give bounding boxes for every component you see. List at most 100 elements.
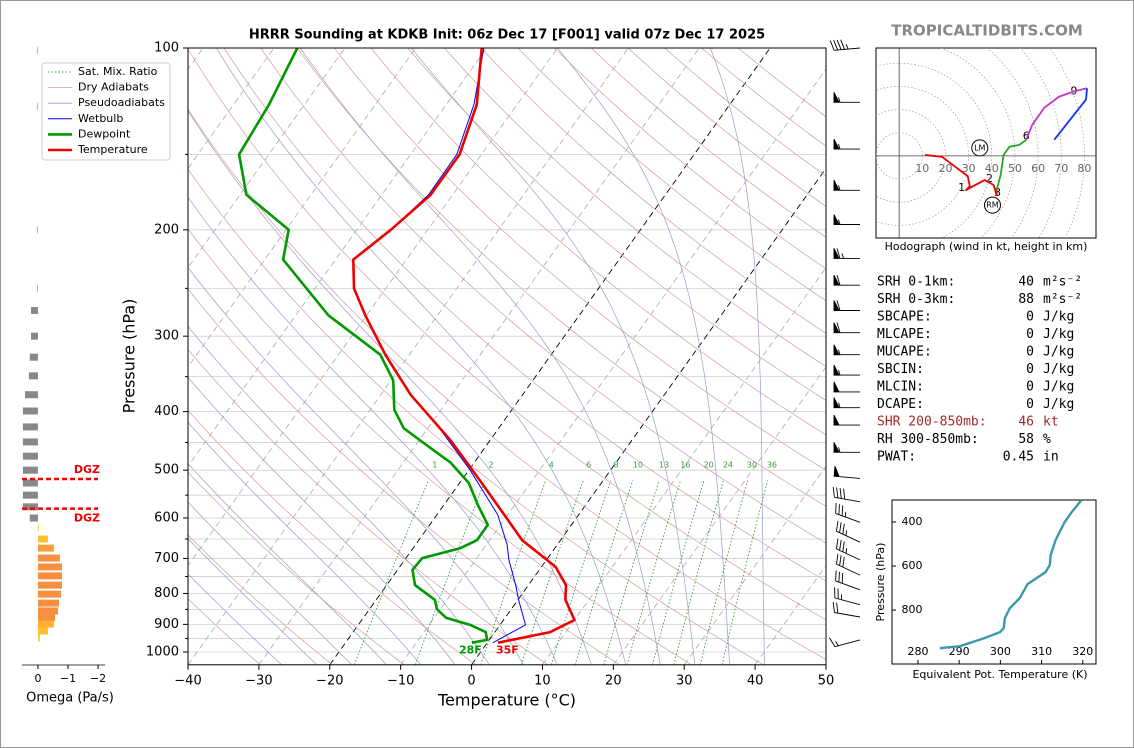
mixing-ratio-label: 6 bbox=[586, 460, 591, 469]
omega-bar bbox=[22, 407, 38, 415]
param-value: 40 bbox=[1018, 275, 1034, 290]
wind-barb bbox=[833, 248, 860, 259]
param-unit: % bbox=[1043, 432, 1051, 447]
omega-bar bbox=[22, 423, 38, 431]
param-unit: J/kg bbox=[1043, 327, 1074, 342]
param-value: 0 bbox=[1026, 380, 1034, 395]
mixing-ratio-label: 2 bbox=[488, 460, 493, 469]
pseudoadiabat bbox=[188, 196, 558, 665]
theta-e-x-tick-label: 290 bbox=[949, 645, 970, 658]
theta-e-x-tick-label: 280 bbox=[907, 645, 928, 658]
omega-bar bbox=[31, 306, 38, 314]
mixing-ratio-line bbox=[414, 480, 486, 665]
dry-adiabat bbox=[188, 598, 261, 665]
hodo-ring bbox=[1049, 48, 1085, 238]
hodograph-plot bbox=[876, 48, 1096, 238]
reference-lines bbox=[188, 48, 826, 665]
hodo-line bbox=[1025, 87, 1088, 141]
hodo-line bbox=[995, 138, 1027, 191]
mixing-ratio-line bbox=[673, 480, 724, 665]
param-label: RH 300-850mb: bbox=[877, 432, 979, 447]
watermark: TROPICALTIDBITS.COM bbox=[891, 22, 1083, 40]
wind-barb bbox=[833, 442, 860, 453]
pseudoadiabat bbox=[188, 421, 422, 665]
omega-bar bbox=[37, 554, 60, 562]
dry-adiabat bbox=[517, 48, 826, 302]
param-unit: m²s⁻² bbox=[1043, 292, 1082, 307]
omega-bar bbox=[22, 479, 38, 487]
omega-bar bbox=[37, 284, 38, 292]
param-unit: J/kg bbox=[1043, 345, 1074, 360]
omega-bar bbox=[25, 391, 38, 399]
theta-e-x-tick-label: 310 bbox=[1031, 645, 1052, 658]
legend-label: Dry Adiabats bbox=[78, 81, 149, 94]
isotherm bbox=[188, 48, 275, 170]
omega-bar bbox=[37, 572, 62, 580]
theta-e-panel: 280 290 300 310 320 400 600 800 bbox=[891, 499, 1097, 665]
isotherm bbox=[329, 48, 771, 665]
y-tick-label: 200 bbox=[154, 222, 179, 237]
wind-barb bbox=[835, 538, 861, 561]
dry-adiabat bbox=[480, 48, 826, 334]
dry-adiabat bbox=[297, 48, 826, 507]
pseudoadiabat bbox=[557, 48, 730, 665]
y-tick-label: 100 bbox=[154, 41, 179, 56]
x-tick-label: 40 bbox=[747, 673, 764, 688]
surface-label: 28F bbox=[459, 644, 482, 657]
hodo-frame bbox=[875, 47, 1097, 239]
theta-e-x-tick-label: 320 bbox=[1072, 645, 1093, 658]
wind-barb bbox=[829, 39, 861, 51]
omega-tick-label: −2 bbox=[90, 672, 106, 685]
wind-barb bbox=[833, 180, 860, 191]
dry-adiabat bbox=[188, 48, 826, 621]
hodo-ring-label: 80 bbox=[1077, 162, 1091, 175]
hodo-ring-label: 10 bbox=[915, 162, 929, 175]
wind-barb bbox=[833, 138, 860, 150]
x-tick-label: 20 bbox=[605, 673, 622, 688]
theta-e-y-tick-label: 800 bbox=[902, 603, 923, 616]
legend-label: Wetbulb bbox=[78, 112, 123, 125]
x-tick-label: −10 bbox=[387, 673, 414, 688]
dry-adiabat bbox=[188, 288, 621, 665]
param-unit: m²s⁻² bbox=[1043, 275, 1082, 290]
dgz-label: DGZ bbox=[74, 512, 100, 525]
hodo-height-label: 2 bbox=[986, 172, 993, 185]
wind-barb bbox=[833, 322, 860, 334]
surface-label: 35F bbox=[496, 644, 519, 657]
dry-adiabat bbox=[188, 471, 405, 665]
dry-adiabat bbox=[188, 534, 333, 665]
storm-motion-marker bbox=[983, 196, 1001, 214]
x-tick-label: −20 bbox=[316, 673, 343, 688]
wind-barb bbox=[835, 520, 861, 543]
legend-label: Temperature bbox=[77, 143, 148, 156]
omega-bar bbox=[37, 634, 41, 642]
theta-e-frame bbox=[891, 499, 1097, 665]
wind-barb bbox=[833, 466, 861, 479]
param-label: SRH 0-1km: bbox=[877, 275, 955, 290]
hodo-line bbox=[1053, 88, 1088, 141]
mixing-ratio-line bbox=[699, 480, 749, 665]
wind-barb bbox=[833, 344, 860, 356]
x-tick-label: −30 bbox=[245, 673, 272, 688]
wind-barb bbox=[835, 570, 861, 591]
theta-e-plot bbox=[939, 500, 1083, 650]
wind-barb bbox=[832, 486, 861, 503]
theta-e-line bbox=[939, 500, 1083, 650]
pseudoadiabat bbox=[188, 538, 318, 665]
dry-adiabat bbox=[223, 48, 826, 582]
isotherm bbox=[188, 48, 558, 567]
param-value: 0 bbox=[1026, 327, 1034, 342]
mixing-ratio-label: 1 bbox=[432, 460, 437, 469]
mixing-ratio-line bbox=[721, 480, 769, 665]
mixing-ratio-line bbox=[520, 480, 584, 665]
theta-e-x-tick-label: 300 bbox=[990, 645, 1011, 658]
param-label: MUCAPE: bbox=[877, 345, 932, 360]
pseudoadiabat bbox=[216, 48, 627, 665]
wind-barb bbox=[833, 414, 860, 426]
y-tick-label: 400 bbox=[154, 404, 179, 419]
dry-adiabat bbox=[444, 48, 826, 367]
param-unit: J/kg bbox=[1043, 362, 1074, 377]
x-tick-label: 30 bbox=[676, 673, 693, 688]
